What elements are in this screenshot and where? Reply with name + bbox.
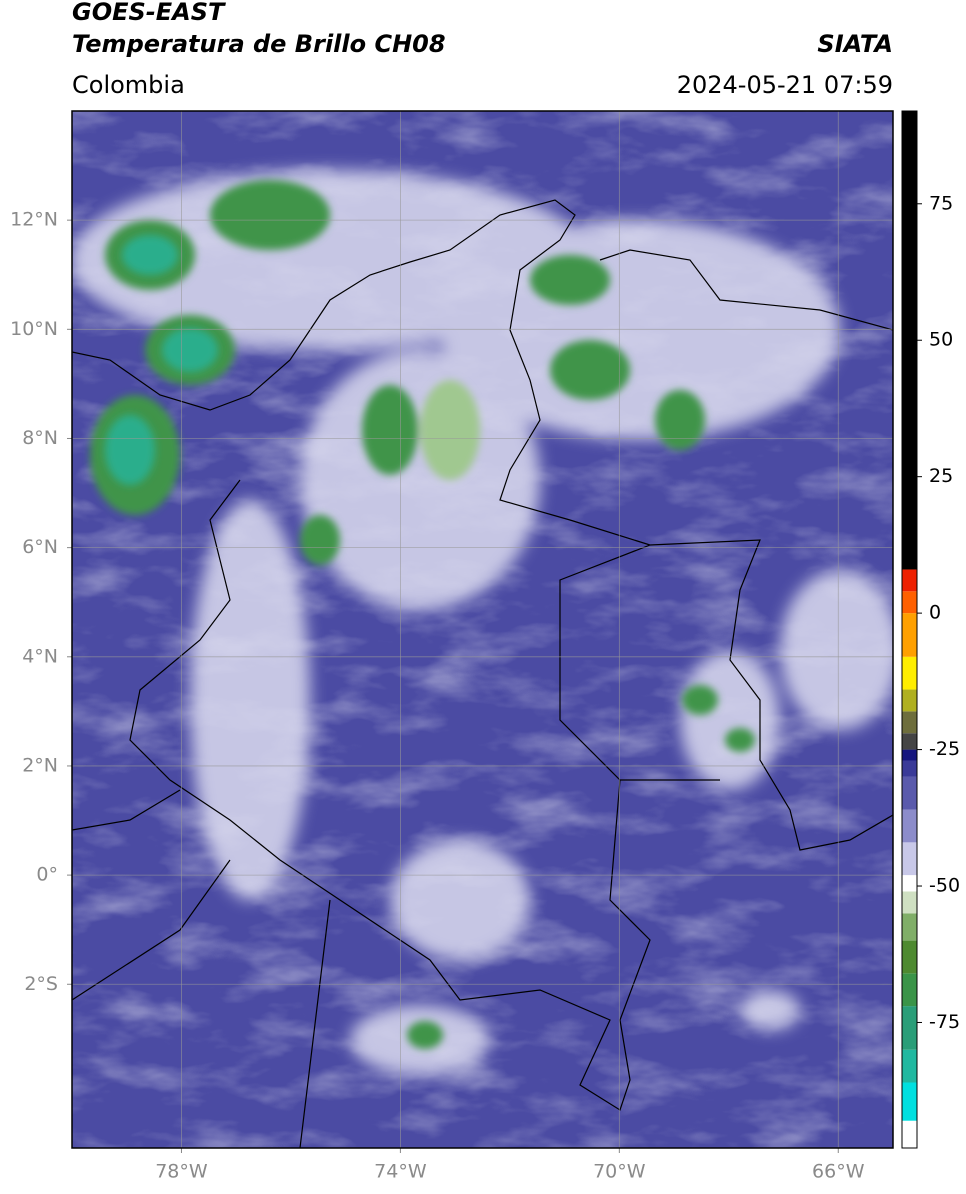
y-tick-label: 0° (36, 864, 58, 886)
datetime: 2024-05-21 07:59 (677, 71, 893, 99)
colorbar-segment (902, 1082, 917, 1121)
colorbar-segment (902, 875, 917, 892)
title: GOES-EAST (72, 0, 226, 26)
colorbar-segment (902, 689, 917, 712)
colorbar-segment (902, 1006, 917, 1050)
colorbar-tick-label: 50 (929, 329, 953, 351)
colorbar-segment (902, 591, 917, 614)
y-tick-label: 2°N (22, 754, 58, 776)
borders (72, 199, 893, 1148)
y-tick-label: 12°N (10, 209, 58, 231)
colorbar-tick-label: -25 (929, 738, 960, 760)
colorbar-segment (902, 733, 917, 750)
y-tick-label: 6°N (22, 536, 58, 558)
colorbar-segment (902, 1120, 917, 1148)
source: SIATA (817, 30, 893, 58)
x-tick-label: 70°W (593, 1161, 646, 1183)
colorbar-segment (902, 940, 917, 974)
colorbar-segment (902, 913, 917, 941)
subtitle: Temperatura de Brillo CH08 (72, 30, 446, 58)
map-frame (71, 110, 894, 1149)
y-tick-label: 8°N (22, 427, 58, 449)
colorbar-segment (902, 749, 917, 761)
colorbar-segment (902, 711, 917, 734)
colorbar-segment (902, 973, 917, 1007)
x-tick-label: 78°W (155, 1161, 208, 1183)
colorbar-tick-label: -50 (929, 875, 960, 897)
y-tick-label: 10°N (10, 318, 58, 340)
colorbar-segment (902, 809, 917, 843)
region: Colombia (72, 71, 185, 99)
x-tick-label: 66°W (812, 1161, 865, 1183)
y-tick-label: 4°N (22, 645, 58, 667)
colorbar-frame (901, 110, 918, 1149)
colorbar-segment (902, 891, 917, 914)
colorbar-tick-label: 75 (929, 192, 953, 214)
satellite-image (72, 111, 893, 1148)
colorbar-segment (902, 613, 917, 657)
colorbar-segment (902, 1049, 917, 1083)
colorbar-segment (902, 760, 917, 777)
y-tick-label: 2°S (24, 973, 58, 995)
colorbar-segment (902, 842, 917, 876)
colorbar-segment (902, 656, 917, 690)
colorbar-segment (902, 569, 917, 592)
colorbar-segment (902, 111, 917, 570)
x-tick-label: 74°W (374, 1161, 427, 1183)
colorbar-tick-label: 0 (929, 602, 941, 624)
colorbar-segment (902, 776, 917, 810)
colorbar-tick-label: 25 (929, 465, 953, 487)
colorbar-tick-label: -75 (929, 1011, 960, 1033)
